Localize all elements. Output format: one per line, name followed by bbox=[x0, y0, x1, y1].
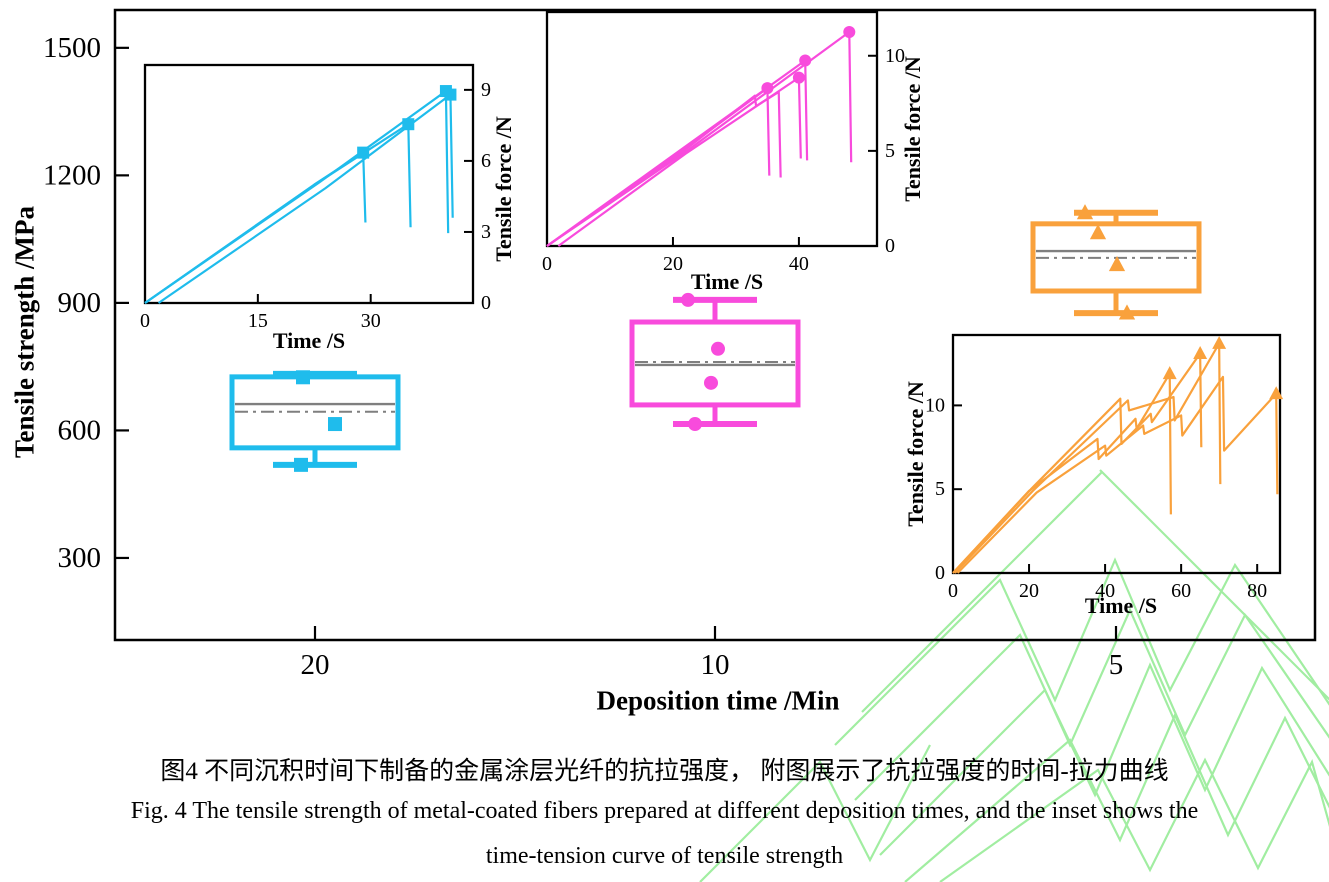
main-y-tick-label: 900 bbox=[58, 287, 102, 319]
inset-y-tick-label: 5 bbox=[885, 140, 895, 162]
peak-marker bbox=[357, 146, 370, 159]
inset-10min-y-title: Tensile force /N bbox=[900, 56, 925, 202]
data-point bbox=[1076, 204, 1094, 220]
inset-20min-x-title: Time /S bbox=[272, 328, 346, 353]
inset-x-tick-label: 40 bbox=[789, 253, 809, 275]
data-point bbox=[328, 417, 342, 432]
inset-10min-x-title: Time /S bbox=[690, 269, 764, 294]
data-point bbox=[1108, 255, 1126, 272]
peak-marker bbox=[1212, 335, 1227, 349]
force-time-curve bbox=[144, 89, 450, 304]
inset-5min-x-title: Time /S bbox=[1084, 593, 1158, 618]
caption-english-line1: Fig. 4 The tensile strength of metal-coa… bbox=[130, 798, 1199, 824]
data-point bbox=[1118, 304, 1136, 320]
inset-y-tick-label: 9 bbox=[481, 79, 491, 101]
inset-x-tick-label: 60 bbox=[1171, 580, 1191, 602]
inset-x-tick-label: 0 bbox=[542, 253, 552, 275]
data-point bbox=[688, 417, 702, 432]
main-y-tick-label: 1500 bbox=[43, 32, 101, 64]
inset-y-tick-label: 6 bbox=[481, 150, 491, 172]
main-y-tick-label: 1200 bbox=[43, 159, 101, 191]
peak-marker bbox=[402, 118, 415, 131]
force-time-curve bbox=[546, 59, 809, 247]
peak-marker bbox=[1193, 345, 1208, 359]
inset-x-tick-label: 15 bbox=[248, 310, 268, 332]
data-point bbox=[704, 375, 718, 390]
inset-frame bbox=[951, 333, 1282, 575]
main-x-tick-label: 5 bbox=[1109, 649, 1124, 681]
inset-x-tick-label: 0 bbox=[948, 580, 958, 602]
caption-chinese: 图4 不同沉积时间下制备的金属涂层光纤的抗拉强度， 附图展示了抗拉强度的时间-拉… bbox=[160, 758, 1169, 785]
inset-y-tick-label: 0 bbox=[935, 562, 945, 584]
force-time-curve bbox=[956, 375, 1279, 574]
inset-20min: 0 15 30 0 3 6 9 bbox=[140, 63, 491, 332]
boxplot-10min bbox=[629, 292, 801, 432]
inset-x-tick-label: 0 bbox=[140, 310, 150, 332]
data-point bbox=[681, 292, 695, 307]
inset-y-tick-label: 10 bbox=[925, 394, 945, 416]
inset-y-tick-label: 0 bbox=[481, 292, 491, 314]
main-y-axis-title: Tensile strength /MPa bbox=[9, 205, 40, 459]
data-point bbox=[296, 370, 310, 385]
peak-marker bbox=[1162, 366, 1177, 380]
boxplot-5min bbox=[1030, 204, 1202, 320]
main-y-tick-label: 600 bbox=[58, 414, 102, 446]
inset-5min-y-title: Tensile force /N bbox=[903, 381, 928, 527]
boxplot-20min bbox=[229, 370, 401, 472]
main-x-tick-label: 20 bbox=[301, 649, 330, 681]
main-x-tick-label: 10 bbox=[701, 649, 730, 681]
inset-x-tick-label: 20 bbox=[1019, 580, 1039, 602]
inset-y-tick-label: 10 bbox=[885, 45, 905, 67]
inset-x-tick-label: 80 bbox=[1247, 580, 1267, 602]
peak-marker bbox=[444, 88, 457, 101]
inset-10min: 0 20 40 0 5 10 bbox=[542, 10, 905, 275]
force-time-curve bbox=[157, 93, 454, 304]
inset-y-tick-label: 0 bbox=[885, 235, 895, 257]
inset-x-tick-label: 20 bbox=[663, 253, 683, 275]
inset-y-tick-label: 3 bbox=[481, 221, 491, 243]
force-time-curve bbox=[557, 76, 802, 247]
inset-y-tick-label: 5 bbox=[935, 478, 945, 500]
main-y-tick-label: 300 bbox=[58, 542, 102, 574]
inset-frame bbox=[143, 63, 475, 305]
data-point bbox=[711, 341, 725, 356]
data-point bbox=[1089, 224, 1107, 240]
peak-marker bbox=[799, 54, 812, 67]
caption-english-line2: time-tension curve of tensile strength bbox=[485, 843, 844, 869]
peak-marker bbox=[792, 71, 805, 84]
peak-marker bbox=[1269, 386, 1284, 400]
peak-marker bbox=[843, 25, 856, 38]
inset-x-tick-label: 30 bbox=[361, 310, 381, 332]
box-rect bbox=[629, 319, 801, 408]
peak-marker bbox=[761, 82, 774, 95]
main-x-axis-title: Deposition time /Min bbox=[596, 685, 840, 716]
inset-20min-y-title: Tensile force /N bbox=[491, 116, 516, 262]
data-point bbox=[294, 457, 308, 472]
